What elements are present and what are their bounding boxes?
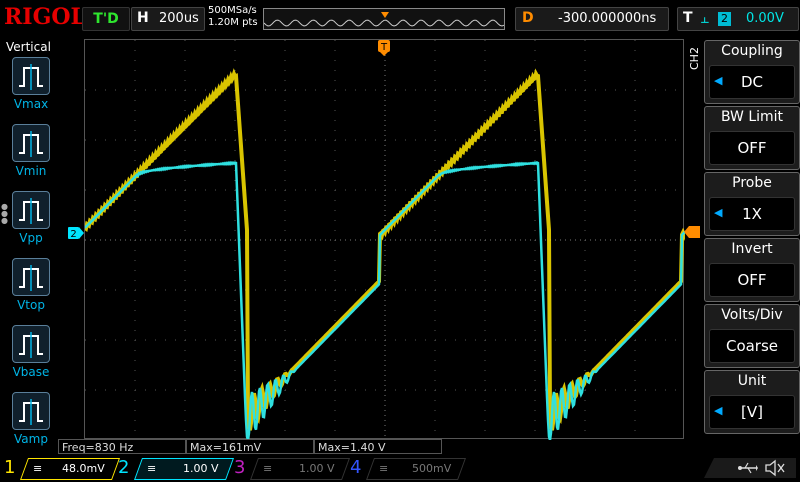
measure-button-vpp[interactable]: [12, 191, 50, 229]
menu-volts-div-value-box[interactable]: Coarse: [709, 329, 795, 363]
horizontal-key: H: [137, 10, 149, 26]
channel-1-scale-box[interactable]: ≡ 48.0mV: [19, 458, 121, 480]
delay-box[interactable]: D -300.000000ns: [515, 7, 669, 31]
memory-depth: 1.20M pts: [208, 17, 258, 28]
graticule: [85, 40, 685, 440]
coupling-dc-icon: ≡: [263, 462, 273, 475]
menu-invert-title: Invert: [731, 241, 773, 257]
measurement-result-2[interactable]: Max=161mV: [186, 439, 314, 454]
channel-1-scale: 48.0mV: [62, 462, 105, 475]
horizontal-timebase-box[interactable]: H 200us: [131, 7, 205, 31]
left-arrow-icon: ◀: [714, 404, 723, 417]
trigger-box[interactable]: T ⫠ 2 0.00V: [677, 7, 799, 31]
channel-2-number[interactable]: 2: [118, 457, 130, 478]
channel-2-scale-box[interactable]: ≡ 1.00 V: [133, 458, 235, 480]
vmin-icon: [19, 131, 43, 157]
trigger-edge-icon: ⫠: [700, 9, 710, 27]
measure-label-vmax: Vmax: [13, 97, 49, 111]
menu-volts-div[interactable]: Volts/Div Coarse: [704, 304, 800, 368]
measure-label-vmin: Vmin: [15, 164, 47, 178]
trigger-position-marker[interactable]: T: [378, 40, 390, 56]
channel-2-scale: 1.00 V: [183, 462, 219, 475]
waveform-display[interactable]: [84, 39, 685, 440]
trigger-level: 0.00V: [746, 11, 784, 26]
measure-button-vmax[interactable]: [12, 57, 50, 95]
waveform-canvas: [85, 40, 685, 440]
vbase-icon: [19, 332, 43, 358]
channel-4-scale-box[interactable]: ≡ 500mV: [365, 458, 467, 480]
measure-label-vbase: Vbase: [12, 365, 50, 379]
menu-bw-limit-title: BW Limit: [720, 109, 784, 125]
ch1-waveform: [85, 68, 685, 431]
coupling-dc-icon: ≡: [147, 462, 157, 475]
coupling-dc-icon: ≡: [379, 462, 389, 475]
menu-coupling[interactable]: Coupling ◀ DC: [704, 40, 800, 104]
left-arrow-icon: ◀: [714, 206, 723, 219]
menu-bw-limit-value-box[interactable]: OFF: [709, 131, 795, 165]
vamp-icon: [19, 399, 43, 425]
vmax-icon: [19, 64, 43, 90]
menu-bw-limit[interactable]: BW Limit OFF: [704, 106, 800, 170]
measurement-result-1[interactable]: Freq=830 Hz: [58, 439, 186, 454]
measure-label-vamp: Vamp: [14, 432, 48, 446]
channel-3-scale: 1.00 V: [299, 462, 335, 475]
menu-probe-value: 1X: [742, 205, 762, 223]
channel-3-number[interactable]: 3: [234, 457, 246, 478]
menu-coupling-value-box[interactable]: ◀ DC: [709, 65, 795, 99]
menu-invert-value: OFF: [737, 271, 767, 289]
vtop-icon: [19, 265, 43, 291]
menu-probe[interactable]: Probe ◀ 1X: [704, 172, 800, 236]
brand-logo: RIGOL: [4, 4, 86, 30]
sample-rate: 500MSa/s: [208, 5, 257, 16]
timebase-value: 200us: [159, 11, 199, 26]
trigger-position-label: T: [380, 42, 388, 53]
trigger-status-badge[interactable]: T'D: [82, 7, 130, 31]
measurement-result-3[interactable]: Max=1.40 V: [314, 439, 442, 454]
left-arrow-icon: ◀: [714, 74, 723, 87]
menu-channel-label: CH2: [688, 47, 701, 70]
coupling-dc-icon: ≡: [33, 462, 43, 475]
memory-waveform-icon: [263, 12, 505, 27]
usb-icon: [738, 462, 758, 474]
channel-3-scale-box[interactable]: ≡ 1.00 V: [249, 458, 351, 480]
measure-button-vmin[interactable]: [12, 124, 50, 162]
measure-sidebar: [0, 38, 56, 456]
acquisition-info: 500MSa/s 1.20M pts: [208, 5, 258, 29]
measure-button-vamp[interactable]: [12, 392, 50, 430]
ch2-offset-label: 2: [70, 229, 76, 239]
measure-label-vtop: Vtop: [17, 298, 45, 312]
trigger-level-marker[interactable]: [684, 226, 700, 238]
ch2-waveform: [85, 160, 685, 440]
menu-unit-value: [V]: [741, 403, 763, 421]
menu-probe-title: Probe: [732, 175, 772, 191]
delay-value: -300.000000ns: [558, 11, 657, 26]
speaker-mute-icon[interactable]: [764, 459, 786, 477]
memory-overview-strip[interactable]: [263, 8, 505, 30]
trigger-key: T: [683, 10, 693, 26]
menu-unit-value-box[interactable]: ◀ [V]: [709, 395, 795, 429]
channel-4-scale: 500mV: [411, 462, 451, 475]
menu-unit[interactable]: Unit ◀ [V]: [704, 370, 800, 434]
menu-invert-value-box[interactable]: OFF: [709, 263, 795, 297]
channel-1-number[interactable]: 1: [4, 457, 16, 478]
menu-volts-div-title: Volts/Div: [721, 307, 783, 323]
menu-unit-title: Unit: [737, 373, 767, 389]
menu-bw-limit-value: OFF: [737, 139, 767, 157]
menu-coupling-title: Coupling: [721, 43, 783, 59]
trigger-source-badge: 2: [718, 12, 731, 26]
vpp-icon: [19, 198, 43, 224]
measure-category-title: Vertical: [6, 40, 51, 54]
measure-button-vtop[interactable]: [12, 258, 50, 296]
menu-probe-value-box[interactable]: ◀ 1X: [709, 197, 795, 231]
menu-coupling-value: DC: [740, 73, 764, 91]
delay-key: D: [522, 10, 534, 26]
measure-button-vbase[interactable]: [12, 325, 50, 363]
measure-label-vpp: Vpp: [19, 231, 43, 245]
channel-4-number[interactable]: 4: [350, 457, 362, 478]
ch2-offset-marker[interactable]: 2: [68, 227, 84, 239]
sidebar-scroll-dots-icon[interactable]: ● ● ●: [1, 202, 8, 225]
menu-volts-div-value: Coarse: [725, 337, 779, 355]
menu-invert[interactable]: Invert OFF: [704, 238, 800, 302]
